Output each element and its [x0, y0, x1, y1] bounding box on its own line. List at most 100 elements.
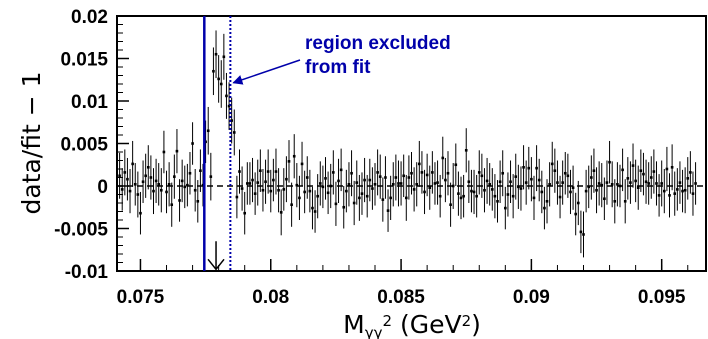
data-point	[259, 169, 262, 172]
data-point	[412, 188, 416, 191]
data-point	[493, 194, 497, 198]
data-point	[433, 182, 437, 185]
data-point	[232, 131, 236, 134]
data-point	[657, 194, 661, 197]
data-point	[490, 188, 494, 191]
data-point	[157, 183, 160, 186]
data-point	[188, 171, 192, 175]
data-point	[472, 190, 476, 194]
data-point	[371, 187, 374, 190]
data-point	[535, 166, 538, 170]
y-tick-label: 0.005	[60, 135, 108, 156]
x-axis-label: Mγγ2 (GeV2)	[343, 310, 481, 339]
data-point	[345, 189, 348, 193]
data-point	[391, 183, 395, 186]
x-tick-label: 0.095	[638, 287, 686, 308]
data-point	[483, 188, 486, 192]
data-point	[170, 203, 174, 206]
data-point	[230, 119, 233, 122]
data-point	[324, 177, 327, 180]
data-point	[394, 176, 398, 179]
data-point	[126, 177, 129, 181]
data-point	[428, 186, 432, 189]
data-point	[522, 166, 525, 169]
data-point	[261, 188, 265, 192]
data-point	[603, 197, 606, 201]
data-point	[404, 196, 408, 200]
data-point	[350, 171, 353, 175]
data-point	[644, 180, 648, 184]
data-point	[386, 209, 390, 212]
excluded-region-label-line: from fit	[305, 57, 371, 78]
data-point	[285, 177, 288, 181]
data-point	[506, 193, 510, 196]
data-point	[178, 199, 181, 202]
data-point	[631, 164, 635, 167]
data-point	[454, 163, 458, 167]
data-point	[355, 181, 359, 184]
data-point	[582, 233, 585, 236]
data-point	[530, 177, 533, 181]
data-point	[550, 162, 554, 166]
data-point	[311, 206, 314, 210]
data-point	[686, 177, 690, 180]
data-point	[316, 194, 319, 198]
data-point	[227, 104, 231, 108]
data-point	[467, 180, 471, 184]
data-point	[691, 192, 695, 195]
data-point	[446, 171, 450, 175]
x-axis-label-part: 2	[462, 312, 472, 330]
data-point	[574, 212, 577, 216]
data-point	[160, 188, 163, 192]
data-point	[436, 181, 439, 184]
data-point	[566, 174, 570, 178]
data-point	[186, 183, 189, 187]
data-point	[175, 149, 179, 153]
data-point	[191, 142, 194, 145]
data-point	[217, 77, 220, 81]
data-point	[423, 190, 426, 194]
data-point	[642, 172, 645, 176]
x-axis-label-part: γγ	[365, 324, 383, 339]
data-point	[368, 178, 372, 182]
data-point	[279, 211, 283, 214]
y-tick-label: -0.005	[54, 220, 108, 241]
data-point	[141, 180, 145, 184]
data-point	[592, 169, 596, 172]
data-point	[253, 192, 257, 195]
data-point	[201, 183, 205, 187]
data-point	[678, 181, 682, 184]
data-point	[225, 94, 228, 98]
data-point	[308, 189, 312, 193]
data-point	[313, 210, 317, 213]
data-point	[519, 187, 523, 190]
data-point	[584, 189, 588, 193]
data-point	[420, 171, 424, 174]
data-point	[332, 171, 335, 174]
data-point	[173, 175, 176, 178]
data-point	[133, 183, 137, 186]
data-point	[431, 171, 434, 174]
data-point	[373, 183, 377, 186]
data-point	[545, 200, 549, 203]
data-point	[384, 176, 387, 179]
data-point	[389, 196, 392, 200]
data-point	[470, 189, 473, 193]
data-point	[342, 205, 346, 209]
data-point	[639, 169, 643, 172]
data-point	[509, 180, 512, 184]
x-axis-label-part: (GeV	[392, 310, 462, 339]
data-point	[402, 174, 405, 178]
data-point	[193, 188, 197, 192]
data-point	[165, 190, 168, 194]
data-point	[501, 171, 505, 175]
x-tick-label: 0.085	[377, 287, 425, 308]
data-point	[511, 194, 515, 198]
data-point	[365, 194, 369, 198]
data-point	[199, 169, 202, 172]
data-point	[517, 185, 520, 189]
data-point	[600, 183, 604, 187]
data-point	[613, 200, 617, 203]
data-point	[563, 171, 567, 175]
data-point	[248, 182, 252, 185]
